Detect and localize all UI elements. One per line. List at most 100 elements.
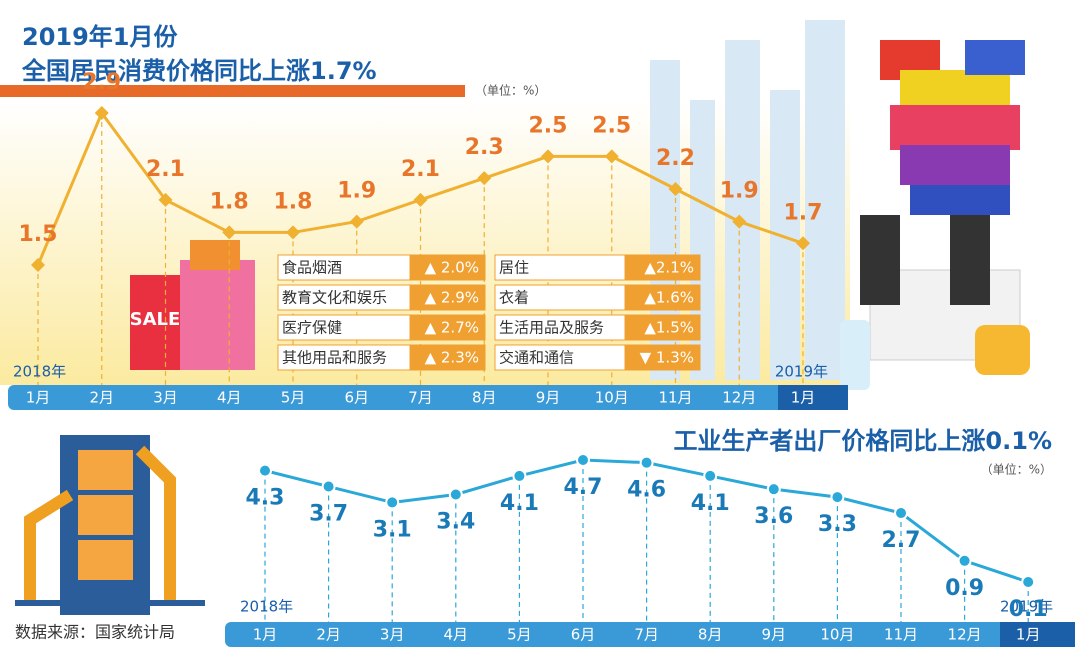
month-bar xyxy=(8,385,848,410)
table-value-cell xyxy=(624,284,701,311)
table-cell xyxy=(277,254,411,281)
skyline xyxy=(650,20,845,380)
x-tick-label: 2月 xyxy=(89,389,114,407)
x-tick-label: 3月 xyxy=(380,626,405,644)
month-bar-current xyxy=(778,385,848,410)
factory-illustration xyxy=(15,435,205,615)
data-label: 1.9 xyxy=(337,179,376,204)
table-cell xyxy=(277,314,411,341)
table-cell xyxy=(494,254,626,281)
x-tick-label: 6月 xyxy=(571,626,596,644)
data-label: 4.1 xyxy=(500,491,539,516)
data-point xyxy=(668,182,683,196)
data-label: 1.8 xyxy=(274,189,313,214)
data-point xyxy=(796,236,810,251)
x-tick-label: 8月 xyxy=(698,626,723,644)
x-tick-label: 5月 xyxy=(281,389,306,407)
x-tick-label: 7月 xyxy=(408,389,433,407)
data-point xyxy=(349,214,364,229)
x-tick-label: 4月 xyxy=(217,389,242,407)
data-point xyxy=(894,506,908,521)
data-point xyxy=(604,149,619,164)
x-tick-label: 3月 xyxy=(153,389,178,407)
data-label: 1.8 xyxy=(210,189,249,214)
data-label: 3.1 xyxy=(373,517,412,542)
data-point xyxy=(286,225,300,240)
data-point xyxy=(1021,575,1036,589)
x-tick-label: 5月 xyxy=(507,626,532,644)
data-label: 2.2 xyxy=(656,146,695,171)
data-point xyxy=(732,214,747,229)
data-point xyxy=(321,479,336,494)
category-change: ▲ 2.7% xyxy=(425,319,479,337)
x-tick-label: 8月 xyxy=(472,389,497,407)
x-tick-label: 10月 xyxy=(820,626,854,644)
gifts-illustration xyxy=(840,40,1030,390)
x-tick-label: 12月 xyxy=(948,626,982,644)
data-point xyxy=(703,468,718,483)
data-label: 4.6 xyxy=(627,478,666,503)
table-value-cell xyxy=(624,254,701,281)
plot-background xyxy=(0,100,850,385)
chart-title: 工业生产者出厂价格同比上涨0.1% xyxy=(673,427,1052,455)
table-cell xyxy=(277,344,411,371)
data-label: 1.5 xyxy=(19,222,58,247)
table-cell xyxy=(494,284,626,311)
data-label: 2.3 xyxy=(465,135,504,160)
category-name: 生活用品及服务 xyxy=(499,319,604,337)
data-point xyxy=(448,487,463,502)
data-point xyxy=(766,482,781,497)
data-point xyxy=(158,192,173,207)
data-label: 2.7 xyxy=(882,528,921,553)
x-tick-label: 9月 xyxy=(762,626,787,644)
data-label: 4.1 xyxy=(691,491,730,516)
data-point xyxy=(258,463,272,478)
category-name: 食品烟酒 xyxy=(282,259,342,277)
data-point xyxy=(541,149,555,164)
x-tick-label: 7月 xyxy=(634,626,659,644)
data-point xyxy=(477,171,492,186)
source-note: 数据来源：国家统计局 xyxy=(15,623,175,642)
data-label: 2.5 xyxy=(592,113,631,138)
data-point xyxy=(222,225,237,240)
x-tick-label: 4月 xyxy=(444,626,469,644)
category-name: 衣着 xyxy=(499,289,529,307)
category-change: ▲ 2.3% xyxy=(425,349,479,367)
year-label: 2018年 xyxy=(240,598,293,616)
table-value-cell xyxy=(409,284,486,311)
category-name: 其他用品和服务 xyxy=(282,349,387,367)
data-label: 1.9 xyxy=(720,179,759,204)
data-label: 2.1 xyxy=(401,157,440,182)
chart-subtitle: 全国居民消费价格同比上涨1.7% xyxy=(21,57,377,85)
data-label: 3.6 xyxy=(754,504,793,529)
data-point xyxy=(31,258,45,272)
x-tick-label: 11月 xyxy=(884,626,918,644)
table-cell xyxy=(277,284,411,311)
year-label: 2019年 xyxy=(1000,598,1053,616)
chart-title: 2019年1月份 xyxy=(22,23,178,51)
category-name: 教育文化和娱乐 xyxy=(282,289,387,307)
data-label: 2.1 xyxy=(146,157,185,182)
category-change: ▲ 2.0% xyxy=(425,259,479,277)
x-tick-label: 1月 xyxy=(791,389,816,407)
x-tick-label: 11月 xyxy=(658,389,692,407)
data-point xyxy=(830,490,845,505)
table-value-cell xyxy=(409,314,486,341)
title-bar xyxy=(0,85,465,97)
category-name: 医疗保健 xyxy=(282,319,342,337)
table-value-cell xyxy=(409,254,486,281)
x-tick-label: 6月 xyxy=(344,389,369,407)
category-name: 交通和通信 xyxy=(499,349,574,367)
data-label: 3.3 xyxy=(818,512,857,537)
x-tick-label: 1月 xyxy=(26,389,51,407)
month-bar-current xyxy=(1000,622,1075,647)
data-label: 3.4 xyxy=(436,509,475,534)
data-label: 2.9 xyxy=(82,70,121,95)
x-tick-label: 1月 xyxy=(1016,626,1041,644)
table-cell xyxy=(494,314,626,341)
year-label: 2019年 xyxy=(775,363,828,381)
category-change: ▲1.6% xyxy=(644,289,694,307)
data-point xyxy=(957,553,972,568)
unit-label: （单位：%） xyxy=(475,83,546,98)
